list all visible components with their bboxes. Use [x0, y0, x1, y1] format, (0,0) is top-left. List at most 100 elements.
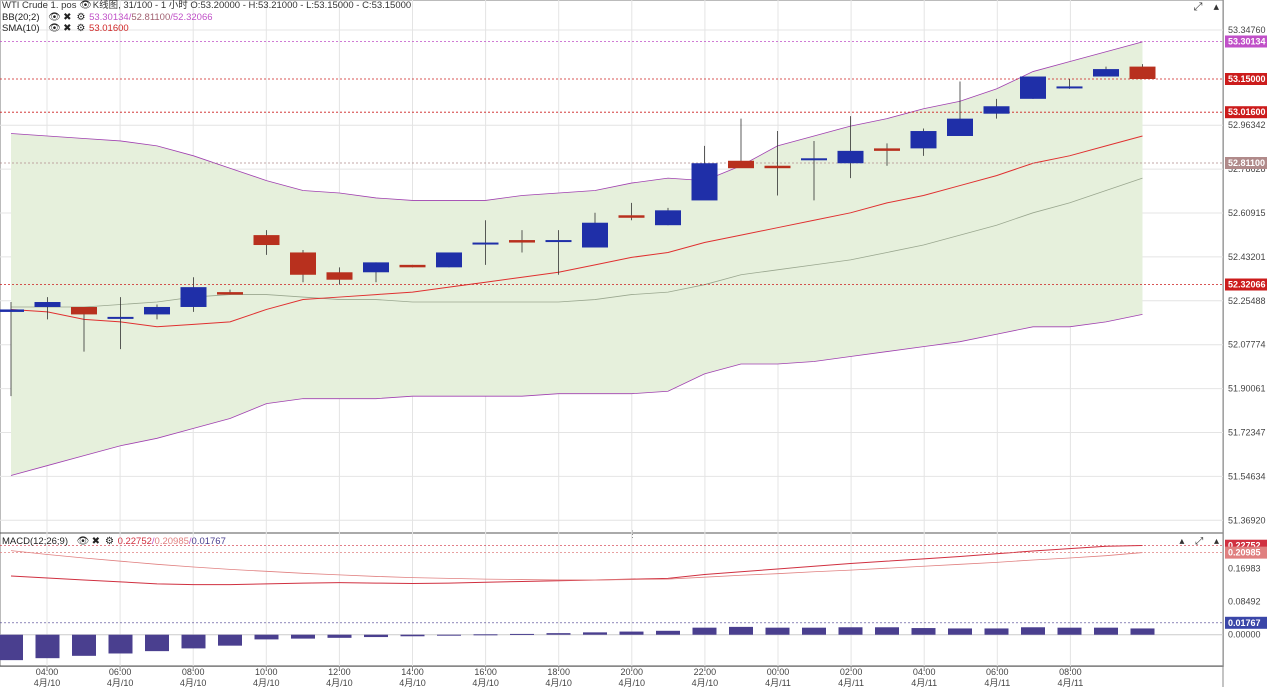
macd-histogram-bar — [875, 627, 899, 635]
candle-body — [0, 309, 24, 312]
candle-body — [472, 242, 499, 245]
macd-line — [10, 545, 1143, 586]
macd-histogram-bar — [218, 634, 242, 646]
macd-histogram-bar — [0, 634, 23, 661]
macd-histogram-bar — [1057, 627, 1082, 635]
eye-icon[interactable]: 👁 — [48, 12, 61, 23]
x-tick-time: 16:00 — [474, 667, 497, 677]
macd-histogram-bar — [948, 628, 972, 635]
macd-histogram-bar — [145, 634, 169, 652]
candle-body — [655, 210, 681, 226]
signal-value: 0.20985 — [154, 536, 189, 547]
x-tick-time: 14:00 — [401, 667, 424, 677]
close-icon[interactable]: ✖ — [91, 536, 100, 547]
x-tick-time: 06:00 — [109, 667, 132, 677]
macd-histogram-bar — [291, 634, 315, 639]
x-tick-date: 4月/10 — [107, 678, 134, 687]
x-tick-time: 10:00 — [255, 667, 278, 677]
macd-badge-label: 0.22752 — [1228, 541, 1261, 551]
collapse-icon[interactable]: ▴ — [1213, 536, 1219, 547]
bb-fill — [11, 41, 1143, 476]
signal-line — [10, 550, 1143, 581]
gear-icon[interactable]: ⚙ — [76, 12, 86, 23]
bb-upper-value: 53.30134 — [89, 12, 129, 23]
candle-body — [1093, 69, 1119, 77]
macd-badge — [1225, 546, 1267, 559]
candle-body — [363, 262, 389, 273]
y-tick-label: 51.54634 — [1228, 471, 1266, 481]
macd-histogram-bar — [583, 632, 607, 635]
price-badge-label: 52.81100 — [1228, 158, 1265, 168]
candle-body — [764, 165, 791, 169]
sma-label: SMA(10) — [2, 23, 40, 34]
macd-histogram-bar — [437, 634, 461, 636]
macd-histogram-bar — [35, 634, 60, 659]
macd-value: 0.22752 — [117, 536, 152, 547]
candle-body — [1129, 66, 1156, 79]
sma-line — [10, 135, 1143, 328]
y-tick-label: 52.78628 — [1228, 164, 1266, 174]
chart-kind-label: K线图, 31/100 - 1 小时 — [92, 0, 188, 11]
macd-y-tick-label: 0.08492 — [1228, 596, 1261, 606]
x-tick-time: 04:00 — [913, 667, 936, 677]
macd-histogram-bar — [510, 633, 534, 635]
macd-histogram-bar — [984, 628, 1009, 635]
bb-lower-line — [10, 314, 1143, 476]
candle-body — [1020, 76, 1046, 99]
gear-icon[interactable]: ⚙ — [104, 536, 114, 547]
x-tick-time: 18:00 — [547, 667, 570, 677]
symbol-label: WTI Crude 1. pos — [2, 0, 77, 11]
bb-label: BB(20;2) — [2, 12, 40, 23]
macd-histogram-bar — [1094, 627, 1118, 635]
macd-histogram-bar — [656, 630, 680, 635]
x-tick-date: 4月/10 — [34, 678, 61, 687]
y-tick-label: 51.36920 — [1228, 515, 1266, 525]
macd-histogram-bar — [729, 626, 753, 635]
macd-histogram-bar — [1021, 627, 1045, 635]
macd-histogram-bar — [473, 634, 498, 636]
x-tick-date: 4月/11 — [838, 678, 864, 687]
expand-icon[interactable]: ⤢ — [1193, 1, 1203, 13]
gear-icon[interactable]: ⚙ — [76, 23, 86, 34]
x-tick-date: 4月/10 — [545, 678, 572, 687]
candle-body — [217, 292, 243, 295]
bb-upper-line — [10, 41, 1143, 201]
x-tick-date: 4月/10 — [692, 678, 719, 687]
x-tick-date: 4月/10 — [253, 678, 280, 687]
y-tick-label: 52.96342 — [1228, 120, 1266, 130]
candle-body — [545, 240, 572, 243]
close-icon[interactable]: ✖ — [63, 12, 72, 23]
price-badge — [1225, 72, 1267, 85]
sma-value: 53.01600 — [89, 23, 129, 34]
macd-label: MACD(12;26;9) — [2, 536, 68, 547]
macd-histogram-bar — [254, 634, 279, 640]
eye-icon[interactable]: 👁 — [76, 536, 90, 547]
macd-histogram-bar — [765, 627, 790, 635]
main-legend: WTI Crude 1. pos 👁 K线图, 31/100 - 1 小时 O:… — [2, 0, 411, 11]
x-tick-time: 00:00 — [767, 667, 790, 677]
x-tick-date: 4月/10 — [472, 678, 499, 687]
eye-icon[interactable]: 👁 — [79, 0, 92, 11]
arrow-up-icon[interactable]: ▴ — [1179, 536, 1185, 547]
candle-body — [691, 163, 718, 201]
candle-body — [618, 215, 645, 218]
candle-body — [1056, 86, 1083, 89]
macd-histogram-bar — [181, 634, 206, 649]
y-tick-label: 51.90061 — [1228, 384, 1266, 394]
bb-lower-value: 52.32066 — [172, 12, 213, 23]
pane-resize-handle[interactable]: ⋮ — [628, 529, 637, 539]
arrow-up-icon[interactable]: ▴ — [1213, 1, 1219, 13]
x-tick-date: 4月/11 — [765, 678, 791, 687]
sma-legend: SMA(10) 👁 ✖ ⚙ 53.01600 — [2, 23, 129, 34]
eye-icon[interactable]: 👁 — [48, 23, 61, 34]
macd-histogram-bar — [802, 627, 826, 635]
expand-icon[interactable]: ⤢ — [1195, 536, 1204, 547]
macd-histogram-bar — [911, 628, 936, 635]
close-icon[interactable]: ✖ — [63, 23, 72, 34]
x-tick-time: 12:00 — [328, 667, 351, 677]
x-tick-time: 02:00 — [840, 667, 863, 677]
y-tick-label: 52.25488 — [1228, 296, 1266, 306]
macd-histogram-bar — [364, 634, 388, 638]
